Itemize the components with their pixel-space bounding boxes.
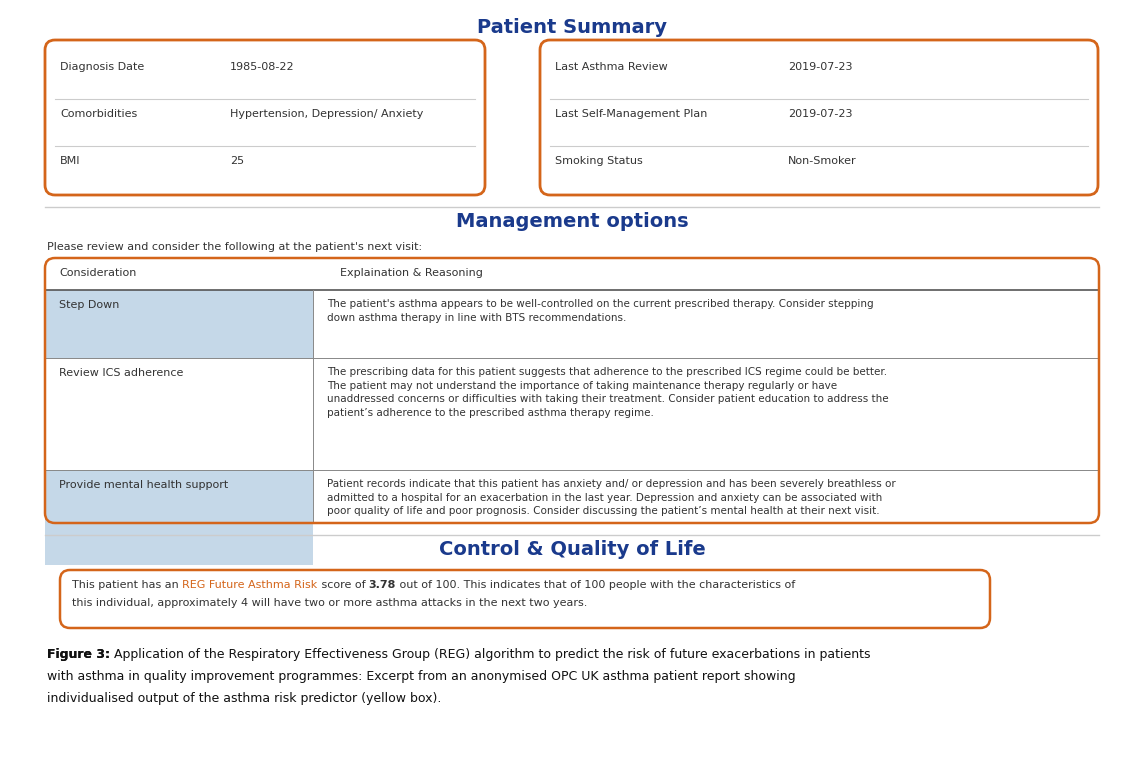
Text: The patient's asthma appears to be well-controlled on the current prescribed the: The patient's asthma appears to be well-… — [327, 299, 874, 323]
Text: Patient Summary: Patient Summary — [477, 18, 667, 37]
Text: The prescribing data for this patient suggests that adherence to the prescribed : The prescribing data for this patient su… — [327, 367, 889, 418]
Text: Provide mental health support: Provide mental health support — [59, 480, 229, 490]
Text: Management options: Management options — [455, 212, 689, 231]
Text: Step Down: Step Down — [59, 300, 119, 310]
Text: 2019-07-23: 2019-07-23 — [788, 62, 852, 72]
Text: Application of the Respiratory Effectiveness Group (REG) algorithm to predict th: Application of the Respiratory Effective… — [110, 648, 871, 661]
Text: Explaination & Reasoning: Explaination & Reasoning — [340, 268, 483, 278]
Text: Last Self-Management Plan: Last Self-Management Plan — [555, 109, 707, 119]
Text: Comorbidities: Comorbidities — [59, 109, 137, 119]
Text: Non-Smoker: Non-Smoker — [788, 156, 857, 166]
Text: This patient has an: This patient has an — [72, 580, 182, 590]
Text: 1985-08-22: 1985-08-22 — [230, 62, 295, 72]
Text: out of 100. This indicates that of 100 people with the characteristics of: out of 100. This indicates that of 100 p… — [396, 580, 795, 590]
Text: Patient records indicate that this patient has anxiety and/ or depression and ha: Patient records indicate that this patie… — [327, 479, 896, 516]
Text: REG Future Asthma Risk: REG Future Asthma Risk — [182, 580, 318, 590]
Text: individualised output of the asthma risk predictor (yellow box).: individualised output of the asthma risk… — [47, 692, 442, 705]
Text: 3.78: 3.78 — [368, 580, 396, 590]
Text: Review ICS adherence: Review ICS adherence — [59, 368, 183, 378]
Bar — [313, 358, 1099, 470]
Bar — [313, 470, 1099, 565]
FancyBboxPatch shape — [45, 40, 485, 195]
Text: Control & Quality of Life: Control & Quality of Life — [438, 540, 706, 559]
Text: score of: score of — [318, 580, 368, 590]
FancyBboxPatch shape — [540, 40, 1098, 195]
FancyBboxPatch shape — [59, 570, 990, 628]
Bar — [45, 358, 313, 470]
Text: 2019-07-23: 2019-07-23 — [788, 109, 852, 119]
Text: 25: 25 — [230, 156, 244, 166]
Text: Figure 3:: Figure 3: — [47, 648, 110, 661]
Text: Please review and consider the following at the patient's next visit:: Please review and consider the following… — [47, 242, 422, 252]
Text: BMI: BMI — [59, 156, 80, 166]
Text: Smoking Status: Smoking Status — [555, 156, 643, 166]
Text: Consideration: Consideration — [59, 268, 136, 278]
Text: this individual, approximately 4 will have two or more asthma attacks in the nex: this individual, approximately 4 will ha… — [72, 598, 587, 608]
Text: with asthma in quality improvement programmes: Excerpt from an anonymised OPC UK: with asthma in quality improvement progr… — [47, 670, 795, 683]
Text: Last Asthma Review: Last Asthma Review — [555, 62, 668, 72]
Bar — [45, 470, 313, 565]
Text: Figure 3:: Figure 3: — [47, 648, 110, 661]
Text: Hypertension, Depression/ Anxiety: Hypertension, Depression/ Anxiety — [230, 109, 423, 119]
Text: Diagnosis Date: Diagnosis Date — [59, 62, 144, 72]
Bar — [45, 290, 313, 358]
Bar — [313, 290, 1099, 358]
